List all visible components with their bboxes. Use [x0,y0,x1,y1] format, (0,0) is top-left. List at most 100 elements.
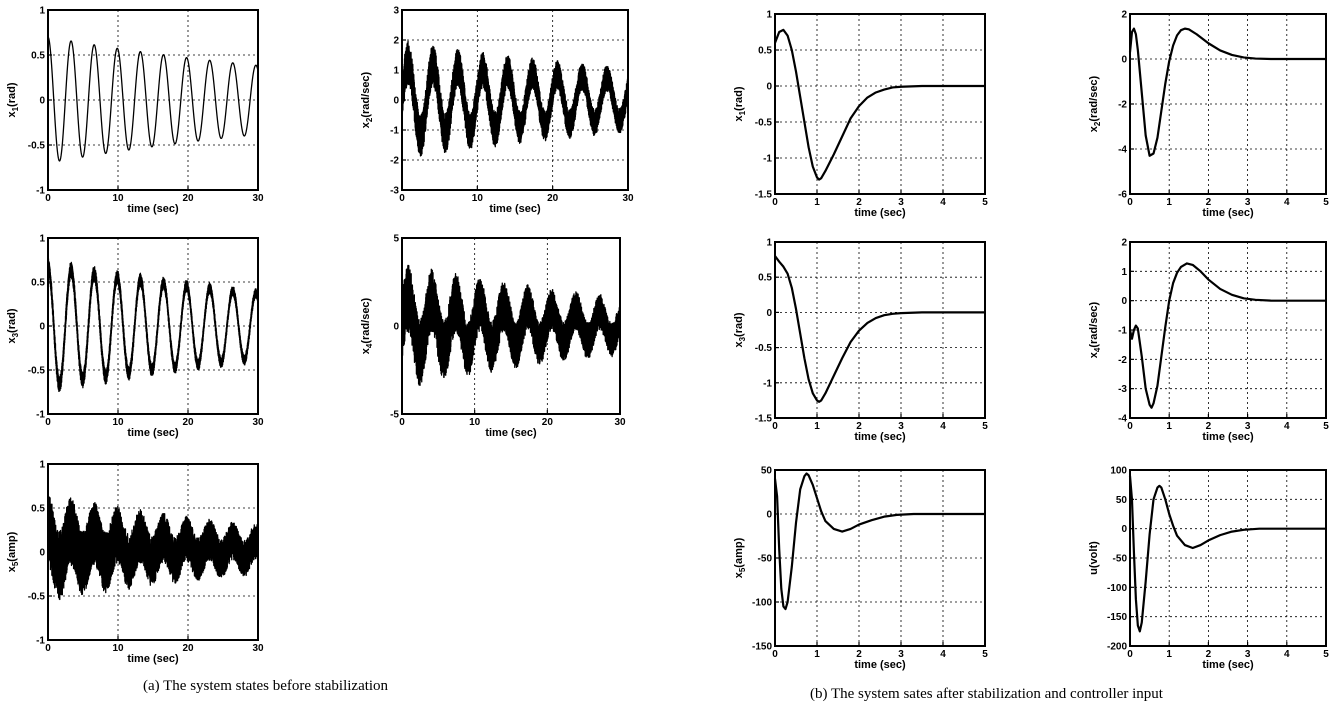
x-tick-label: 0 [1127,197,1133,208]
x-tick-label: 2 [1206,421,1212,432]
y-tick-label: -0.5 [755,343,773,354]
y-axis-label-main: x [6,565,18,572]
y-tick-label: 0.5 [31,504,45,515]
y-axis-label-main: x [6,111,18,118]
y-axis-label-main: u(volt) [1088,541,1100,575]
x-tick-label: 2 [1206,197,1212,208]
x-tick-label: 5 [982,197,988,208]
y-axis-label: x4(rad/sec) [1088,301,1102,358]
x-tick-label: 20 [542,417,554,428]
y-axis-label-main: x [6,337,18,344]
x-tick-label: 3 [898,421,904,432]
x-tick-label: 20 [182,193,194,204]
y-tick-label: -0.5 [28,592,46,603]
x-axis-label: time (sec) [1202,431,1254,443]
y-axis-label: x5(amp) [733,537,747,578]
x-tick-label: 5 [982,649,988,660]
y-axis-label-unit: (rad) [733,86,745,111]
y-tick-label: -3 [390,186,399,197]
x-tick-label: 4 [940,649,946,660]
y-tick-label: 2 [1121,10,1127,21]
y-tick-label: 0 [393,322,399,333]
y-tick-label: -1 [1118,326,1127,337]
y-tick-label: -4 [1118,145,1127,156]
x-tick-label: 0 [399,417,405,428]
y-axis-label: x5(amp) [6,531,20,572]
x-tick-label: 30 [252,193,264,204]
y-tick-label: 1 [39,6,45,17]
plot-frame [774,241,986,419]
y-tick-label: -100 [1107,583,1127,594]
x-tick-label: 1 [1166,197,1172,208]
x-tick-label: 4 [1284,649,1290,660]
y-tick-label: -2 [1118,100,1127,111]
x-tick-label: 2 [856,649,862,660]
x-tick-label: 30 [622,193,634,204]
x-tick-label: 1 [814,197,820,208]
y-axis-label: x2(rad/sec) [1088,75,1102,132]
x-tick-label: 0 [45,643,51,654]
x-tick-label: 4 [1284,421,1290,432]
chart-3: 0 10 20 30 -1 -0.5 0 0.5 1 time (sec) x3(rad) [6,234,264,440]
x-tick-label: 10 [472,193,484,204]
x-tick-label: 30 [252,643,264,654]
y-axis-label-subscript: 3 [738,336,747,341]
y-axis-label-unit: (rad/sec) [1088,75,1100,121]
y-axis-label-subscript: 2 [365,117,374,122]
x-tick-label: 1 [814,649,820,660]
y-tick-label: 1 [766,238,772,249]
y-axis-label-subscript: 4 [365,343,374,348]
y-tick-label: -1 [390,126,399,137]
y-tick-label: 0 [1121,524,1127,535]
data-series-line [1128,27,1326,157]
y-axis-label-subscript: 2 [1093,121,1102,126]
x-tick-label: 4 [940,421,946,432]
x-tick-label: 20 [182,417,194,428]
y-tick-label: 100 [1110,466,1127,477]
data-series-line [401,40,629,157]
y-axis-label-unit: (amp) [733,537,745,567]
x-tick-label: 0 [1127,649,1133,660]
y-tick-label: -1 [36,410,45,421]
y-tick-label: -1 [36,186,45,197]
x-tick-label: 30 [252,417,264,428]
x-tick-label: 5 [1323,197,1329,208]
x-axis-label: time (sec) [1202,659,1254,671]
y-axis-label: x4(rad/sec) [360,297,374,354]
x-axis-label: time (sec) [127,653,179,665]
y-tick-label: 5 [393,234,399,245]
y-tick-label: -1 [763,154,772,165]
y-tick-label: 2 [393,36,399,47]
y-axis-label: u(volt) [1088,541,1100,575]
x-tick-label: 0 [45,417,51,428]
x-tick-label: 3 [898,649,904,660]
x-tick-label: 20 [182,643,194,654]
data-series-line [774,255,985,403]
y-tick-label: 0 [393,96,399,107]
x-axis-label: time (sec) [854,207,906,219]
x-tick-label: 1 [814,421,820,432]
data-series-line [47,258,259,392]
y-axis-label-subscript: 4 [1093,347,1102,352]
y-tick-label: 1 [766,10,772,21]
chart-11: 0 1 2 3 4 5 -200 -150 -100 -50 0 50 100 time (sec) u(v… [1088,466,1329,672]
y-tick-label: 0.5 [758,273,772,284]
y-tick-label: 0.5 [31,51,45,62]
x-axis-label: time (sec) [127,203,179,215]
data-series-line [773,472,985,611]
y-axis-label-main: x [733,115,745,122]
x-tick-label: 10 [112,643,124,654]
y-tick-label: -50 [758,554,773,565]
y-axis-label-subscript: 3 [11,332,20,337]
data-series-line [47,36,259,162]
y-axis-label-subscript: 1 [11,106,20,111]
x-tick-label: 20 [547,193,559,204]
caption-b: (b) The system sates after stabilization… [810,686,1163,702]
y-axis-label-subscript: 5 [11,561,20,566]
